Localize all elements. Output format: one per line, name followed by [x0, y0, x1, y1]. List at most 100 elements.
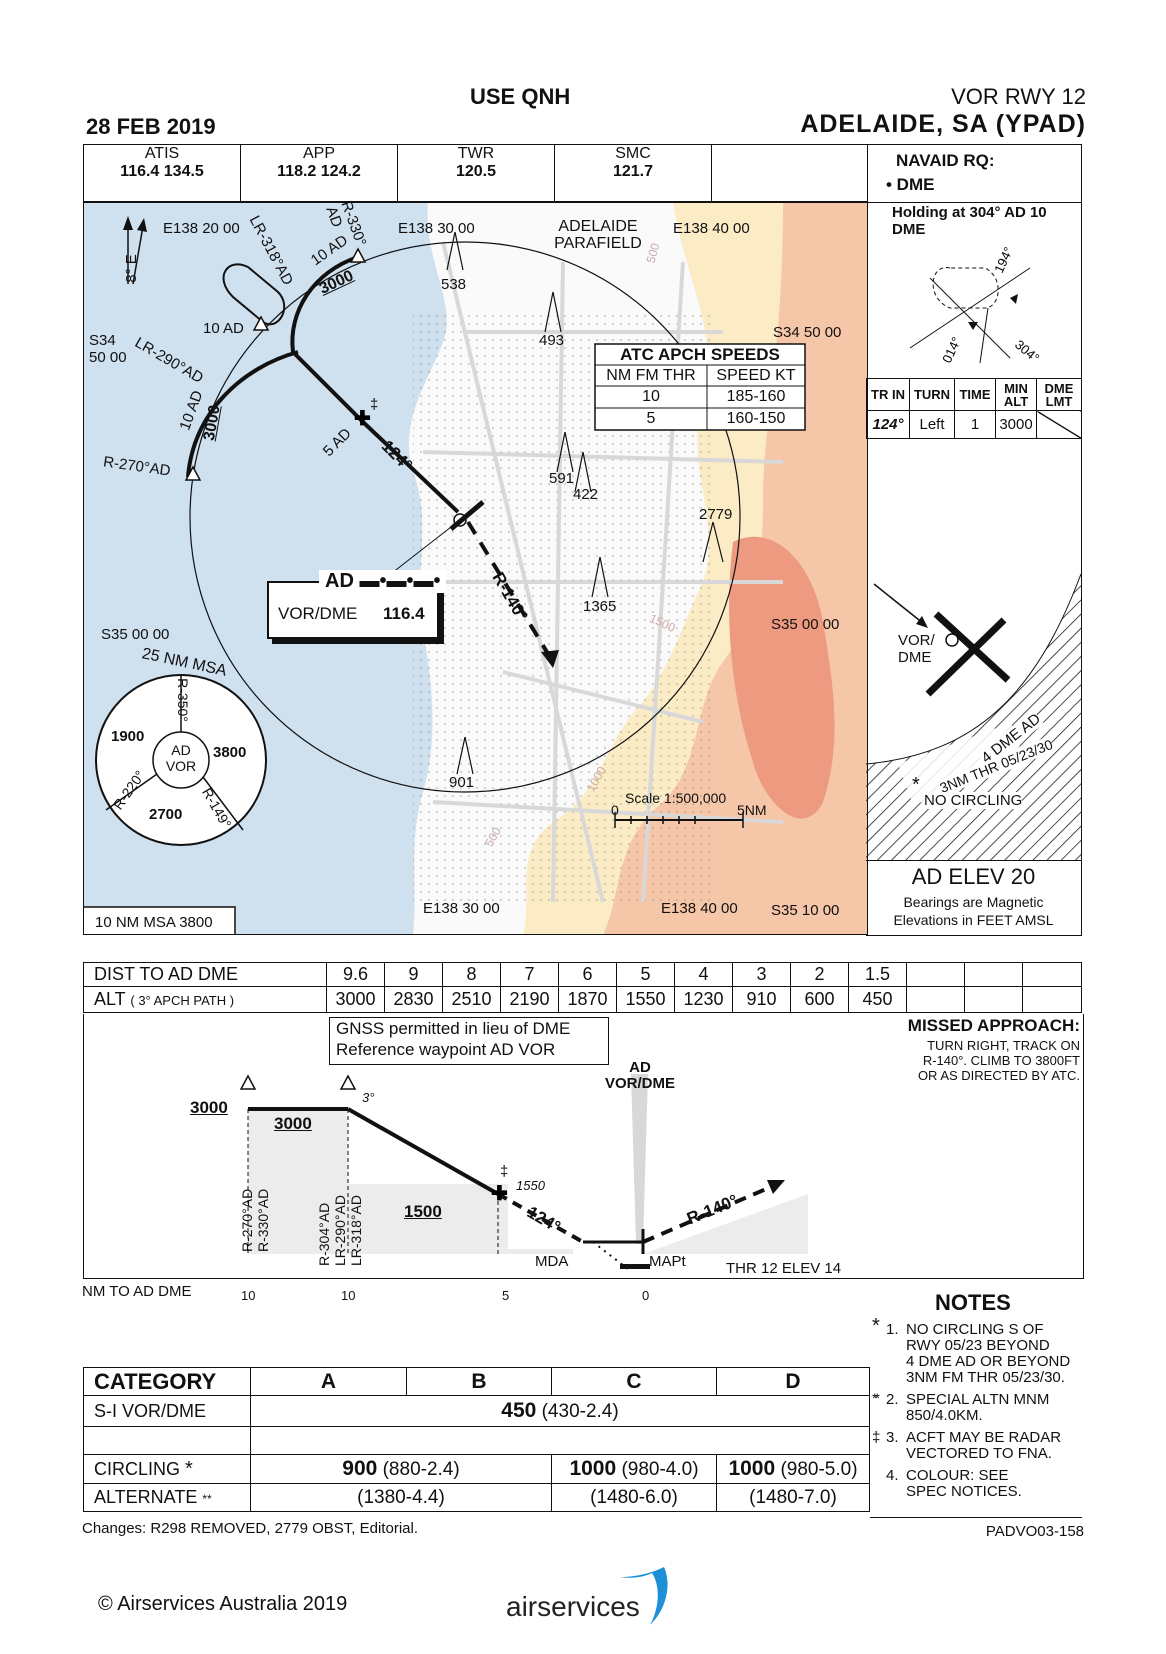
- msa-sector-1900: 1900: [111, 728, 145, 745]
- ad-elev-box: [866, 860, 1081, 936]
- holding-turn: Left: [909, 410, 955, 439]
- profile-box: [83, 1014, 1084, 1279]
- procedure-title: VOR RWY 12: [951, 84, 1086, 109]
- coord-s34-50-right: S34 50 00: [773, 324, 842, 341]
- fix-triangle-holding: [252, 315, 270, 331]
- dist-cell: 3: [732, 962, 791, 987]
- coord-s34-50-left: S34 50 00: [89, 332, 127, 366]
- comm-blank: [711, 144, 868, 202]
- airservices-swoosh-icon: [620, 1567, 668, 1625]
- threshold-bar: [620, 1264, 650, 1269]
- coord-s35-00-left: S35 00 00: [101, 626, 170, 643]
- scale-title: Scale 1:500,000: [625, 790, 727, 806]
- fix-10ad-west: 10 AD: [176, 388, 207, 433]
- msa-footer-text: 10 NM MSA 3800: [95, 914, 213, 931]
- profile-alt-3000-segment: 3000: [274, 1114, 312, 1133]
- dist-empty: [1022, 962, 1082, 987]
- profile-tick-5: 5: [502, 1288, 510, 1303]
- final-course-plan: 124°: [377, 436, 417, 475]
- msa-title: 25 NM MSA: [140, 645, 229, 680]
- profile-radial-r304: R-304°AD: [316, 1202, 332, 1266]
- coord-e138-40-bottom: E138 40 00: [661, 900, 738, 917]
- changes-note: Changes: R298 REMOVED, 2779 OBST, Editor…: [82, 1520, 418, 1537]
- note-2: ** 2. SPECIAL ALTN MNM 850/4.0KM.: [872, 1390, 1050, 1424]
- minima-h-b: B: [406, 1367, 552, 1396]
- note-1: * 1. NO CIRCLING S OF RWY 05/23 BEYOND 4 D…: [872, 1315, 1071, 1386]
- missed-arrowhead: [541, 650, 559, 668]
- notes-title: NOTES: [935, 1290, 1011, 1315]
- navaid-box: NAVAID RQ: • DME: [866, 144, 1082, 203]
- holding-label-014: 014°: [939, 335, 964, 366]
- minima-table: CATEGORY A B C D S-I VOR/DME 450 (430-2.…: [83, 1367, 870, 1512]
- minima-h-a: A: [250, 1367, 407, 1396]
- obstacle-symbols: [446, 231, 724, 775]
- profile-three-deg: 3°: [362, 1090, 375, 1105]
- no-circling-label: NO CIRCLING: [924, 792, 1023, 809]
- minima-blank-label: [83, 1426, 251, 1455]
- minima-alt-ab: (1380-4.4): [250, 1483, 552, 1512]
- aerodrome-diagram: [866, 574, 1081, 860]
- atc-speeds-kt-5: 160-150: [726, 410, 786, 427]
- alt-cell: 2830: [384, 986, 443, 1013]
- profile-diagram: ✚: [239, 1074, 808, 1270]
- atc-speeds-title: ATC APCH SPEEDS: [620, 345, 780, 364]
- obstacle-591: 591: [549, 470, 575, 487]
- alt-empty: [1022, 986, 1082, 1013]
- minima-si-label: S-I VOR/DME: [83, 1395, 251, 1427]
- msa-radial-149: R-149°: [199, 785, 235, 831]
- minima-alt-label: ALTERNATE **: [83, 1483, 251, 1512]
- alt-cell: 1230: [674, 986, 733, 1013]
- holding-time: 1: [954, 410, 996, 439]
- alt-cell: 600: [790, 986, 849, 1013]
- arc-r330: [290, 255, 359, 353]
- atc-speeds-box: [594, 343, 806, 431]
- minima-h-category: CATEGORY: [83, 1367, 251, 1396]
- gnss-box: [329, 1017, 609, 1065]
- dist-cell: 1.5: [848, 962, 907, 987]
- msa-sector-2700: 2700: [149, 806, 183, 823]
- minima-h-c: C: [551, 1367, 717, 1396]
- navaid-freq: 116.4: [383, 604, 425, 623]
- profile-radial-lr318: LR-318°AD: [348, 1195, 364, 1266]
- gnss-line1: GNSS permitted in lieu of DME: [336, 1019, 571, 1038]
- holding-h-trin: TR IN: [866, 378, 910, 411]
- chart-code: PADVO03-158: [985, 1523, 1084, 1540]
- dist-label: DIST TO AD DME: [83, 962, 327, 987]
- coord-s35-10: S35 10 00: [771, 902, 840, 919]
- obstacle-2779: 2779: [699, 506, 733, 523]
- contour-1000: 1000: [583, 763, 610, 795]
- contour-500-bottom: 500: [481, 824, 505, 850]
- msa-center-label: AD VOR: [165, 742, 197, 774]
- alt-empty: [964, 986, 1023, 1013]
- coord-s35-00-right: S35 00 00: [771, 616, 840, 633]
- profile-radial-lr290: LR-290°AD: [332, 1195, 348, 1266]
- ad-elevation: AD ELEV 20: [911, 864, 1036, 889]
- navaid-title: NAVAID RQ:: [896, 151, 995, 170]
- vor-cone: [631, 1074, 648, 1244]
- dme-10nm-ring: [189, 241, 741, 793]
- profile-missed-arrow: [767, 1180, 785, 1194]
- parafield-label: ADELAIDE PARAFIELD: [554, 218, 642, 252]
- obstacle-493: 493: [539, 332, 565, 349]
- fix-cross-5ad: ✚: [354, 408, 371, 430]
- missed-approach-line3: OR AS DIRECTED BY ATC.: [917, 1068, 1080, 1083]
- atc-speeds-kt-10: 185-160: [726, 388, 786, 405]
- plan-view: ✚: [83, 202, 868, 935]
- msa-radial-220: R-220°: [109, 767, 148, 813]
- profile-fix-1550: 1550: [516, 1178, 545, 1193]
- airservices-wordmark: airservices: [506, 1591, 640, 1622]
- contour-1500: 1500: [647, 611, 678, 635]
- radial-lr318: LR-318°AD: [245, 212, 297, 289]
- airport-title: ADELAIDE, SA (YPAD): [800, 110, 1086, 138]
- alt-cell: 2510: [442, 986, 501, 1013]
- coord-e138-30-bottom: E138 30 00: [423, 900, 500, 917]
- msa-sector-3800: 3800: [213, 744, 247, 761]
- profile-vor-label: AD VOR/DME: [604, 1059, 675, 1092]
- profile-radials-10a: R-270°AD R-330°AD: [239, 1172, 271, 1252]
- navaid-ident: AD ▬•▬•▬•: [319, 570, 447, 593]
- holding-minalt: 3000: [995, 410, 1037, 439]
- obstacle-422: 422: [573, 486, 599, 503]
- alt-cell: 910: [732, 986, 791, 1013]
- holding-trin: 124°: [866, 410, 910, 439]
- plan-labels: E138 20 00 E138 30 00 E138 40 00 S34 50 …: [83, 199, 868, 935]
